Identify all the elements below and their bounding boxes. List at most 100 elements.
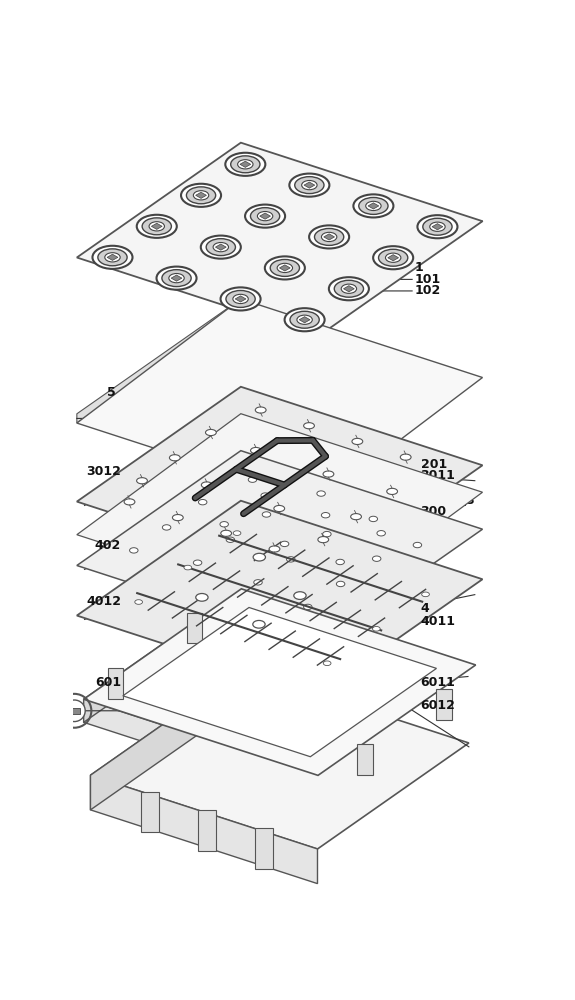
Ellipse shape	[251, 447, 261, 454]
Ellipse shape	[413, 542, 421, 548]
Polygon shape	[235, 296, 246, 302]
Ellipse shape	[251, 208, 279, 225]
Ellipse shape	[274, 505, 285, 512]
Ellipse shape	[225, 153, 265, 176]
Ellipse shape	[341, 284, 356, 293]
Text: 6011: 6011	[420, 676, 455, 689]
Polygon shape	[141, 792, 159, 832]
Polygon shape	[77, 299, 482, 502]
Polygon shape	[77, 387, 482, 580]
Text: 3011: 3011	[420, 469, 455, 482]
Ellipse shape	[423, 218, 452, 235]
Polygon shape	[108, 668, 123, 699]
Polygon shape	[83, 589, 242, 722]
Polygon shape	[77, 299, 241, 423]
Ellipse shape	[286, 557, 295, 562]
Ellipse shape	[334, 280, 363, 297]
Polygon shape	[299, 317, 310, 323]
Ellipse shape	[297, 315, 312, 324]
Ellipse shape	[129, 548, 138, 553]
Ellipse shape	[369, 516, 378, 522]
Ellipse shape	[373, 556, 381, 561]
Ellipse shape	[135, 600, 143, 604]
Ellipse shape	[281, 541, 289, 547]
Ellipse shape	[169, 274, 184, 283]
Ellipse shape	[142, 218, 171, 235]
Ellipse shape	[352, 438, 363, 445]
Ellipse shape	[137, 215, 177, 238]
Text: 300: 300	[420, 505, 447, 518]
Ellipse shape	[261, 493, 270, 498]
Ellipse shape	[329, 277, 369, 300]
Ellipse shape	[290, 311, 319, 328]
Polygon shape	[279, 265, 290, 271]
Polygon shape	[304, 182, 315, 188]
Ellipse shape	[221, 287, 260, 310]
Ellipse shape	[226, 537, 235, 542]
Text: 3013: 3013	[420, 482, 455, 495]
Polygon shape	[107, 254, 118, 260]
Polygon shape	[83, 589, 476, 775]
Polygon shape	[358, 744, 373, 775]
Ellipse shape	[309, 225, 349, 248]
Polygon shape	[343, 286, 354, 292]
Ellipse shape	[162, 525, 171, 530]
Ellipse shape	[385, 253, 401, 262]
Polygon shape	[90, 775, 317, 884]
Ellipse shape	[93, 246, 132, 269]
Polygon shape	[77, 451, 482, 644]
Ellipse shape	[285, 308, 325, 331]
Ellipse shape	[186, 187, 216, 204]
Text: 101: 101	[415, 273, 440, 286]
Polygon shape	[432, 224, 443, 230]
Ellipse shape	[336, 559, 344, 565]
Ellipse shape	[289, 174, 329, 197]
Text: 3012: 3012	[86, 465, 121, 478]
Ellipse shape	[321, 232, 337, 242]
Ellipse shape	[184, 565, 191, 570]
Ellipse shape	[255, 407, 266, 413]
Ellipse shape	[359, 197, 388, 214]
Ellipse shape	[231, 156, 260, 173]
Ellipse shape	[98, 249, 127, 266]
Ellipse shape	[237, 160, 253, 169]
Polygon shape	[216, 244, 226, 250]
Polygon shape	[77, 414, 482, 613]
Ellipse shape	[336, 581, 345, 587]
Ellipse shape	[366, 201, 381, 211]
Ellipse shape	[162, 270, 191, 287]
Ellipse shape	[201, 236, 241, 259]
Polygon shape	[240, 161, 251, 167]
Ellipse shape	[378, 249, 408, 266]
Text: 4011: 4011	[420, 615, 455, 628]
Polygon shape	[171, 275, 182, 281]
Ellipse shape	[253, 553, 266, 561]
Ellipse shape	[124, 499, 135, 505]
Circle shape	[64, 700, 85, 722]
Ellipse shape	[193, 560, 202, 565]
Text: 1: 1	[415, 261, 423, 274]
Polygon shape	[69, 708, 80, 714]
Ellipse shape	[317, 491, 325, 496]
Text: 201: 201	[420, 458, 447, 471]
Ellipse shape	[417, 215, 458, 238]
Ellipse shape	[294, 592, 306, 599]
Ellipse shape	[156, 267, 197, 290]
Ellipse shape	[258, 211, 273, 221]
Text: 601: 601	[95, 676, 121, 689]
Ellipse shape	[137, 478, 147, 484]
Polygon shape	[83, 699, 318, 798]
Text: 6012: 6012	[420, 699, 455, 712]
Ellipse shape	[213, 243, 228, 252]
Polygon shape	[388, 255, 398, 261]
Text: 4: 4	[420, 602, 430, 615]
Ellipse shape	[277, 263, 293, 273]
Polygon shape	[260, 213, 270, 219]
Ellipse shape	[400, 454, 411, 460]
Ellipse shape	[351, 514, 362, 520]
Polygon shape	[198, 810, 216, 851]
Ellipse shape	[265, 256, 305, 279]
Ellipse shape	[318, 537, 329, 543]
Ellipse shape	[354, 194, 393, 217]
Ellipse shape	[430, 222, 445, 231]
